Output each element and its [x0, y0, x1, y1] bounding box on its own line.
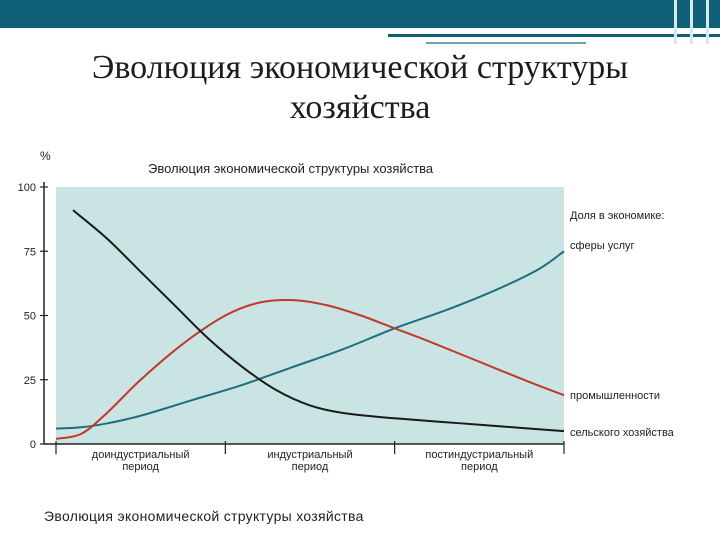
- y-tick-label: 100: [18, 182, 36, 194]
- chart-title: Эволюция экономической структуры хозяйст…: [148, 161, 434, 176]
- y-tick-label: 0: [30, 439, 36, 451]
- title-bar-decoration: [0, 0, 720, 44]
- series-label: промышленности: [570, 390, 660, 402]
- series-label: сферы услуг: [570, 240, 635, 252]
- x-period-label: индустриальный: [267, 449, 352, 461]
- slide-title-line2: хозяйства: [289, 89, 431, 126]
- x-period-label: период: [292, 461, 329, 473]
- slide-title-line1: Эволюция экономической структуры: [91, 49, 629, 86]
- plot-area: [56, 187, 564, 444]
- x-period-label: доиндустриальный: [92, 449, 190, 461]
- x-axis: доиндустриальныйпериодиндустриальныйпери…: [44, 441, 565, 473]
- decor-line: [388, 34, 720, 37]
- legend: Доля в экономике: сферы услуг промышленнос…: [570, 210, 675, 439]
- y-axis-label: %: [40, 149, 51, 163]
- series-line: [55, 298, 565, 440]
- series-label: сельского хозяйства: [570, 427, 675, 439]
- legend-title: Доля в экономике:: [570, 210, 664, 222]
- y-tick-label: 75: [24, 246, 36, 258]
- x-period-label: период: [122, 461, 159, 473]
- series-line: [72, 209, 565, 433]
- slide-title: Эволюция экономической структуры хозяйст…: [0, 48, 720, 128]
- decor-bar: [674, 0, 677, 44]
- series-layer: [55, 209, 565, 440]
- y-axis: 0 25 50 75 100: [18, 182, 48, 451]
- figure-caption: Эволюция экономической структуры хозяйст…: [44, 508, 364, 524]
- series-line: [55, 250, 565, 430]
- decor-bar: [706, 0, 709, 44]
- decor-line: [426, 42, 586, 44]
- y-tick-label: 50: [24, 311, 36, 323]
- x-period-label: постиндустриальный: [425, 449, 533, 461]
- decor-bar: [690, 0, 693, 44]
- y-tick-label: 25: [24, 375, 36, 387]
- x-period-label: период: [461, 461, 498, 473]
